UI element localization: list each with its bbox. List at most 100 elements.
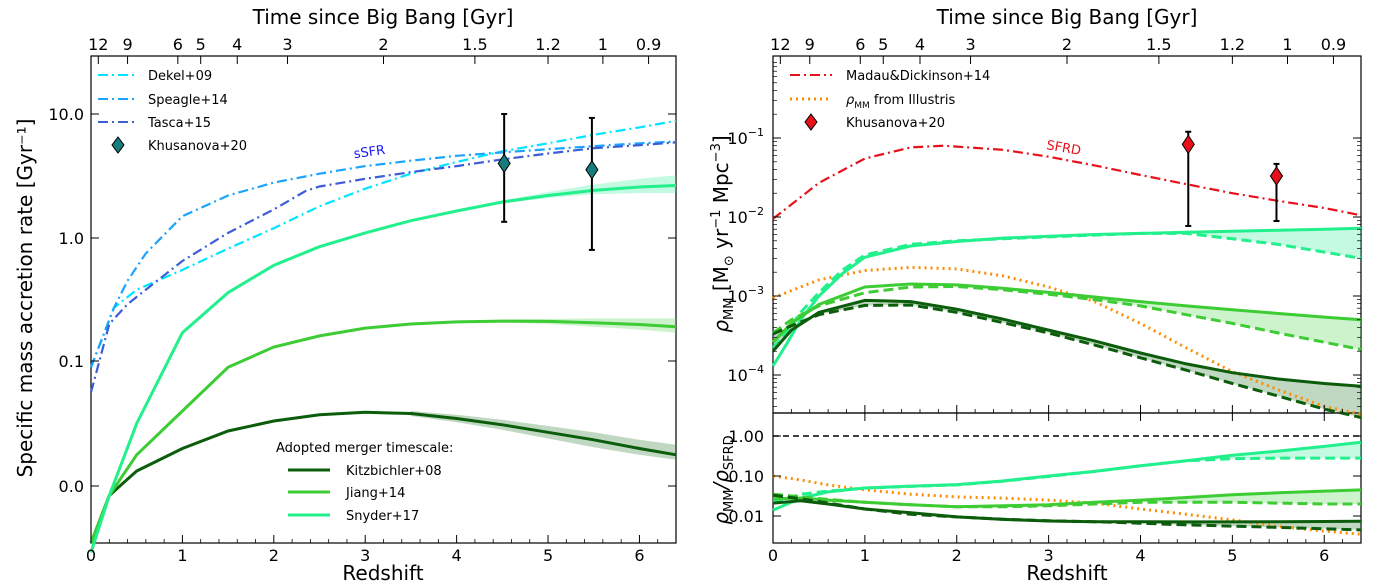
legend-label-dekel: Dekel+09 xyxy=(148,69,212,84)
left-point-marker-0 xyxy=(497,153,511,174)
y-label-sun-sub: ⊙ xyxy=(722,255,737,266)
left-lower-legend: Adopted merger timescale: Kitzbichler+08… xyxy=(276,441,453,524)
right-bottom-ytick-label: 0.10 xyxy=(728,467,764,486)
legend-label-khusanova: Khusanova+20 xyxy=(148,139,247,154)
right-toptick-label: 1.5 xyxy=(1146,35,1171,54)
right-xtick-label: 4 xyxy=(1135,546,1145,565)
right-xtick-label: 6 xyxy=(1319,546,1329,565)
right-top-series-kitzbichler-solid xyxy=(771,298,1362,388)
right-point-marker-0 xyxy=(1181,134,1195,155)
right-top-fill-0 xyxy=(1158,228,1361,259)
illustris-from: from Illustris xyxy=(870,93,956,108)
right-toptick-label: 5 xyxy=(878,35,888,54)
left-toptick-label: 2 xyxy=(378,35,388,54)
left-y-axis-label: Specific mass accretion rate [Gyr⁻¹] xyxy=(13,119,37,478)
right-xtick-label: 3 xyxy=(1044,546,1054,565)
left-band-0 xyxy=(410,411,676,460)
right-top-y-axis-label: ρMM [M⊙ yr−1 Mpc−3] xyxy=(709,135,737,332)
right-xtick-label: 1 xyxy=(860,546,870,565)
left-y-ticks: 0.0 0.1 1.0 10.0 xyxy=(48,105,676,496)
sfrd-annotation: SFRD xyxy=(1045,138,1082,159)
right-bottom-fill-1 xyxy=(1140,489,1361,504)
right-toptick-label: 1.2 xyxy=(1220,35,1245,54)
left-series-dekel-09 xyxy=(89,119,677,368)
left-series-snyder-17 xyxy=(89,184,677,553)
left-xtick-label: 0 xyxy=(86,546,96,565)
right-top-series-jiang-solid xyxy=(771,282,1362,344)
right-x-ticks: 0 1 2 3 4 5 6 xyxy=(768,405,1344,565)
right-xtick-label: 5 xyxy=(1227,546,1237,565)
left-toptick-label: 1.5 xyxy=(462,35,487,54)
right-top-data-points xyxy=(1181,130,1284,227)
left-ytick-label: 0.1 xyxy=(59,352,84,371)
y-label-rho: ρ xyxy=(709,320,733,333)
legend-label-kitzbichler: Kitzbichler+08 xyxy=(346,464,442,479)
right-bottom-ytick-label: 0.01 xyxy=(728,507,764,526)
left-x-axis-label: Redshift xyxy=(342,561,423,582)
ratio-label-rho2: /ρ xyxy=(709,470,733,492)
right-xtick-label: 0 xyxy=(768,546,778,565)
y-label-unit-close: ] xyxy=(709,135,733,143)
illustris-mm: MM xyxy=(854,101,870,111)
left-xtick-label: 2 xyxy=(269,546,279,565)
left-toptick-label: 12 xyxy=(88,35,108,54)
right-toptick-label: 2 xyxy=(1062,35,1072,54)
legend-label-madau: Madau&Dickinson+14 xyxy=(846,69,990,84)
legend-label-snyder: Snyder+17 xyxy=(346,509,419,524)
right-toptick-label: 12 xyxy=(770,35,790,54)
left-upper-legend: Dekel+09 Speagle+14 Tasca+15 Khusanova+2… xyxy=(98,69,247,154)
right-bottom-series-kitzbichler-dashed xyxy=(772,493,1362,532)
right-bottom-series-snyder-dashed xyxy=(772,456,1361,504)
right-top-ytick-label: 10−4 xyxy=(727,363,764,385)
right-top-series-madau-dickinson-14 xyxy=(772,144,1362,220)
y-label-rho-sub: MM xyxy=(722,298,737,320)
left-xtick-label: 5 xyxy=(543,546,553,565)
legend-marker-khusanova xyxy=(111,136,125,154)
right-top-ticks: 12 9 6 5 4 3 2 1.5 1.2 1 0.9 xyxy=(770,35,1346,64)
left-toptick-label: 9 xyxy=(122,35,132,54)
right-top-y-ticks: 10−1 10−2 10−3 10−4 xyxy=(727,62,1361,407)
legend-label-jiang: Jiang+14 xyxy=(345,486,405,501)
left-series-kitzbichler-08 xyxy=(89,410,677,544)
left-series-lines xyxy=(89,119,677,553)
left-xtick-label: 1 xyxy=(177,546,187,565)
left-series-speagle-14 xyxy=(89,140,677,368)
right-bottom-series-illustris xyxy=(772,474,1362,536)
left-xtick-label: 6 xyxy=(634,546,644,565)
right-top-ytick-label: 10−2 xyxy=(727,205,764,227)
left-top-axis-label: Time since Big Bang [Gyr] xyxy=(252,5,514,29)
left-toptick-label: 0.9 xyxy=(636,35,661,54)
right-toptick-label: 3 xyxy=(965,35,975,54)
illustris-rho: ρ xyxy=(846,93,855,108)
y-label-mpc: Mpc xyxy=(709,162,733,209)
left-toptick-label: 4 xyxy=(232,35,242,54)
legend-title-merger-timescale: Adopted merger timescale: xyxy=(276,441,453,456)
right-bottom-y-axis-label: ρMM/ρSFRD xyxy=(709,435,737,524)
right-toptick-label: 1 xyxy=(1282,35,1292,54)
right-toptick-label: 9 xyxy=(805,35,815,54)
right-bottom-y-ticks: 1.00 0.10 0.01 xyxy=(728,427,1361,526)
right-toptick-label: 4 xyxy=(915,35,925,54)
right-top-series-snyder-dashed xyxy=(771,231,1362,349)
left-ytick-label: 1.0 xyxy=(59,229,84,248)
ratio-label-rho: ρ xyxy=(709,512,733,525)
right-top-series-kitzbichler-dashed xyxy=(772,303,1362,419)
right-top-series-jiang-dashed xyxy=(772,284,1362,351)
legend-marker-khusanova-right xyxy=(804,113,818,131)
y-label-unit-open: [M xyxy=(709,266,733,297)
right-bottom-ytick-label: 1.00 xyxy=(728,427,764,446)
left-toptick-label: 6 xyxy=(173,35,183,54)
left-top-ticks: 12 9 6 5 4 3 2 1.5 1.2 1 0.9 xyxy=(88,35,661,64)
right-bottom-series-jiang-dashed xyxy=(772,492,1361,509)
left-ytick-label: 0.0 xyxy=(59,477,84,496)
y-label-mpc-exp: −3 xyxy=(709,143,724,162)
left-ytick-label: 10.0 xyxy=(48,105,84,124)
right-top-series-lines xyxy=(771,144,1362,419)
legend-label-khusanova-right: Khusanova+20 xyxy=(846,116,945,131)
left-toptick-label: 1 xyxy=(598,35,608,54)
right-point-marker-1 xyxy=(1269,166,1284,186)
left-series-jiang-14 xyxy=(89,319,677,544)
ssfr-annotation: sSFR xyxy=(353,143,386,162)
